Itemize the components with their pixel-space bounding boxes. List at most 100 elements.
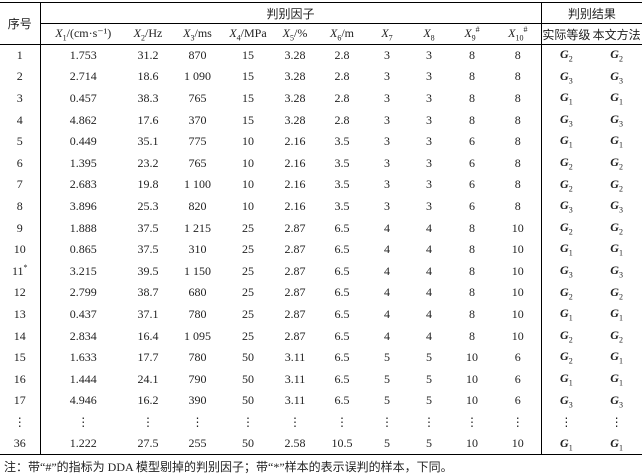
grade-symbol: G	[560, 90, 569, 105]
grade-level: 2	[618, 335, 623, 345]
data-cell: 255	[170, 433, 225, 456]
grade-cell: G3	[541, 390, 591, 412]
data-cell: 8	[495, 152, 542, 175]
grade-symbol: G	[610, 90, 619, 105]
row-index: 7	[0, 174, 41, 196]
grade-cell: G2	[541, 152, 591, 174]
data-cell: ⋮	[289, 414, 301, 429]
index-text: 15	[13, 350, 26, 365]
data-cell: 8	[469, 90, 475, 105]
table-row: 8 3.896 25.3 820 10 2.16 3.5 3 3 6 8 G3 G3	[0, 195, 642, 218]
data-cell: 2.87	[284, 285, 306, 300]
index-text: 1	[16, 48, 23, 63]
data-cell: 4	[384, 328, 390, 343]
data-cell: 6	[495, 390, 542, 412]
grade-symbol: G	[560, 155, 569, 170]
superscript: #	[475, 25, 480, 35]
data-cell: 6.5	[334, 350, 350, 365]
data-cell: 8	[469, 69, 475, 84]
row-index: 13	[0, 303, 41, 326]
data-cell: 3.11	[284, 371, 306, 386]
grade-symbol: G	[560, 111, 569, 126]
data-cell: 2.16	[284, 155, 306, 170]
grade-cell: G2	[591, 282, 642, 304]
data-cell: 16.4	[137, 328, 159, 343]
data-cell: 38.3	[137, 90, 159, 105]
grade-level: 2	[618, 54, 623, 64]
data-cell: 50	[242, 350, 254, 365]
grade-symbol: G	[610, 155, 619, 170]
grade-symbol: G	[560, 68, 569, 83]
table-row: 17 4.946 16.2 390 50 3.11 6.5 5 5 10 6 G3 G3	[0, 390, 642, 412]
data-cell: 6.5	[334, 220, 350, 235]
data-cell: ⋮	[77, 414, 90, 429]
grade-level: 3	[618, 119, 623, 129]
grade-cell: G1	[541, 239, 591, 261]
data-cell: 4	[384, 263, 390, 278]
data-cell: 6.5	[334, 393, 350, 408]
grade-symbol: G	[610, 47, 619, 62]
grade-symbol: G	[560, 371, 569, 385]
grade-cell: G1	[541, 368, 591, 390]
row-index: 15	[0, 346, 41, 369]
subscript: 5	[290, 33, 294, 43]
data-cell: ⋮	[336, 414, 348, 429]
grade-symbol: G	[560, 198, 569, 213]
grade-cell: G1	[541, 131, 591, 153]
table-body: 1 1.753 31.2 870 15 3.28 2.8 3 3 8 8 G2 G2 2 2.714 18.6…	[0, 44, 642, 456]
row-index: 6	[0, 152, 41, 175]
symbol: X	[183, 25, 191, 40]
data-cell: ⋮	[242, 414, 254, 429]
data-cell: 10	[495, 238, 542, 261]
grade-level: 3	[618, 270, 623, 280]
table-row: 14 2.834 16.4 1 095 25 2.87 6.5 4 4 8 10 G2 G2	[0, 325, 642, 347]
data-cell: 390	[188, 393, 207, 408]
data-cell: 5	[384, 393, 390, 408]
grade-cell: G3	[591, 66, 642, 88]
unit: /Hz	[145, 25, 163, 40]
data-cell: 2.87	[284, 220, 306, 235]
grade-level: 1	[618, 97, 623, 107]
grade-symbol: G	[560, 435, 569, 450]
data-cell: 39.5	[137, 263, 159, 278]
results-header: 判别结果	[541, 2, 642, 24]
table-row: 11* 3.215 39.5 1 150 25 2.87 6.5 4 4 8 10 G3 G3	[0, 260, 642, 283]
grade-level: 3	[618, 205, 623, 215]
data-cell: 1.395	[69, 155, 97, 170]
data-cell: 4	[426, 242, 432, 257]
data-cell: 1 215	[184, 220, 211, 235]
grade-cell: G2	[541, 217, 591, 239]
data-cell: 25	[242, 328, 254, 343]
subscript: 1	[62, 33, 67, 43]
unit: /(cm·s⁻¹)	[66, 25, 112, 40]
index-text: 5	[16, 134, 23, 149]
index-text: 36	[13, 436, 26, 451]
data-cell: 15	[242, 90, 254, 105]
grade-level: 3	[568, 119, 573, 129]
data-cell: 2.8	[334, 112, 350, 127]
index-text: 12	[13, 285, 26, 300]
grade-cell: ⋮	[610, 414, 623, 429]
index-text: 4	[16, 112, 23, 127]
data-cell: 10	[495, 433, 542, 456]
data-cell: 820	[188, 198, 207, 213]
column-header: X7	[365, 23, 409, 45]
grade-cell: G2	[541, 174, 591, 196]
grade-symbol: G	[610, 327, 619, 342]
grade-level: 1	[568, 313, 573, 323]
data-cell: 1 095	[184, 328, 211, 343]
grade-symbol: G	[560, 219, 569, 234]
data-cell: 1 090	[184, 69, 211, 84]
data-cell: 10	[495, 260, 542, 283]
data-cell: 25	[242, 220, 254, 235]
data-cell: 8	[469, 328, 475, 343]
grade-level: 2	[618, 162, 623, 172]
data-cell: 10	[466, 393, 478, 408]
grade-level: 2	[618, 227, 623, 237]
data-cell: 2.16	[284, 177, 306, 192]
index-text: 16	[13, 371, 26, 386]
grade-symbol: G	[560, 47, 569, 62]
data-cell: 10	[242, 134, 254, 149]
data-cell: 2.8	[334, 48, 350, 63]
data-cell: 4.946	[69, 393, 97, 408]
